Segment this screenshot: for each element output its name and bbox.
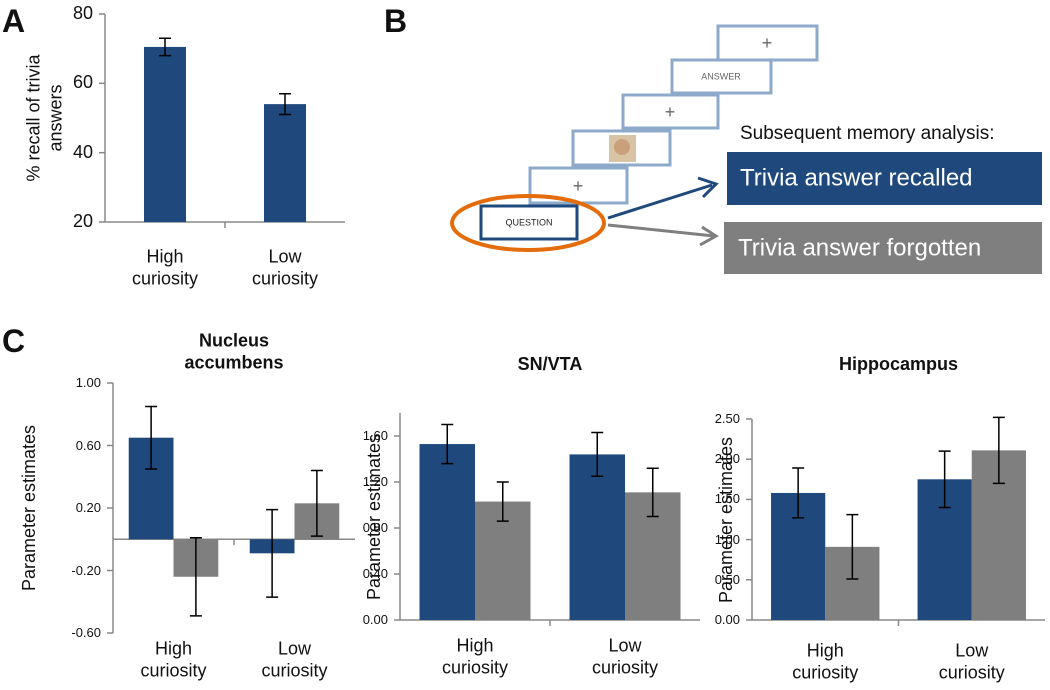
error-bar bbox=[496, 481, 509, 522]
x-tick-label: High curiosity bbox=[131, 246, 198, 288]
y-tick-label: -0.20 bbox=[71, 562, 101, 578]
error-bar bbox=[792, 467, 805, 519]
panel-label: A bbox=[2, 3, 26, 39]
chart-title: SN/VTA bbox=[517, 354, 583, 375]
error-bar bbox=[279, 92, 291, 116]
y-tick-label: 0.80 bbox=[362, 520, 388, 536]
x-tick-label: Low curiosity bbox=[261, 638, 328, 680]
y-tick-label: -0.60 bbox=[71, 625, 101, 641]
error-bar bbox=[646, 467, 659, 518]
trial-diagram: + ANSWER + + QUESTION Subsequent memory … bbox=[450, 24, 1042, 274]
y-tick-label: 80 bbox=[72, 3, 93, 24]
panel-label: C bbox=[2, 323, 26, 359]
y-tick-label: 0.40 bbox=[362, 566, 388, 582]
y-axis-label: Parameter estimates bbox=[19, 424, 40, 592]
face bbox=[614, 139, 630, 155]
error-bar bbox=[846, 513, 859, 580]
screen-text: + bbox=[573, 176, 584, 196]
outcome-box bbox=[727, 152, 1042, 205]
screen-text: QUESTION bbox=[505, 217, 552, 227]
y-tick-label: 0.00 bbox=[362, 612, 388, 628]
y-tick-label: 40 bbox=[72, 141, 93, 162]
outcome-text: Trivia answer forgotten bbox=[738, 234, 981, 261]
y-tick-label: 1.20 bbox=[362, 474, 388, 490]
error-bar bbox=[189, 536, 202, 617]
arrow-head bbox=[699, 225, 719, 247]
error-bar bbox=[938, 450, 951, 509]
error-bar bbox=[159, 37, 171, 57]
y-tick-label: 1.00 bbox=[714, 531, 740, 547]
y-tick-label: 2.50 bbox=[714, 411, 740, 427]
screen bbox=[670, 58, 773, 95]
y-tick-label: 60 bbox=[72, 72, 93, 93]
y-tick-label: 1.60 bbox=[362, 428, 388, 444]
error-bar bbox=[145, 405, 158, 470]
bar bbox=[144, 46, 186, 222]
chart-title: Nucleus accumbens bbox=[184, 330, 284, 372]
y-tick-label: 0.50 bbox=[714, 572, 740, 587]
y-axis-label: % recall of trivia answers bbox=[23, 54, 65, 182]
y-axis-label: Parameter estimates bbox=[716, 436, 737, 603]
chart-title: Hippocampus bbox=[838, 354, 958, 375]
y-tick-label: 0.60 bbox=[75, 437, 101, 453]
x-tick-label: Low curiosity bbox=[251, 246, 318, 288]
x-tick-label: High curiosity bbox=[140, 638, 207, 680]
y-tick-label: 0.00 bbox=[714, 612, 740, 628]
arrow bbox=[607, 223, 715, 238]
screen bbox=[621, 93, 720, 130]
screen bbox=[479, 204, 579, 241]
screen-text: + bbox=[665, 102, 676, 122]
arrow bbox=[607, 183, 713, 220]
y-tick-label: 2.00 bbox=[714, 451, 740, 467]
y-tick-label: 0.20 bbox=[75, 500, 101, 516]
error-bar bbox=[441, 423, 454, 465]
arrow-head bbox=[697, 176, 719, 199]
analysis-title: Subsequent memory analysis: bbox=[740, 123, 995, 144]
x-tick-label: High curiosity bbox=[441, 635, 508, 677]
highlight bbox=[450, 194, 606, 252]
y-tick-label: 1.50 bbox=[714, 491, 740, 507]
outcome-text: Trivia answer recalled bbox=[740, 164, 973, 191]
error-bar bbox=[310, 469, 323, 537]
screen-text: + bbox=[762, 33, 773, 53]
error-bar bbox=[992, 416, 1005, 485]
error-bar bbox=[591, 431, 604, 477]
panel-label: B bbox=[384, 3, 408, 39]
y-axis-label: Parameter estimates bbox=[364, 433, 385, 600]
x-tick-label: Low curiosity bbox=[591, 635, 658, 677]
outcome-box bbox=[724, 222, 1042, 274]
x-tick-label: Low curiosity bbox=[938, 640, 1005, 682]
error-bar bbox=[266, 508, 279, 598]
screen-text: ANSWER bbox=[701, 71, 741, 81]
y-tick-label: 1.00 bbox=[75, 375, 101, 391]
y-tick-label: 20 bbox=[72, 211, 93, 232]
x-tick-label: High curiosity bbox=[792, 640, 859, 682]
bar bbox=[569, 454, 625, 620]
bar bbox=[419, 444, 475, 620]
bar bbox=[264, 104, 306, 222]
